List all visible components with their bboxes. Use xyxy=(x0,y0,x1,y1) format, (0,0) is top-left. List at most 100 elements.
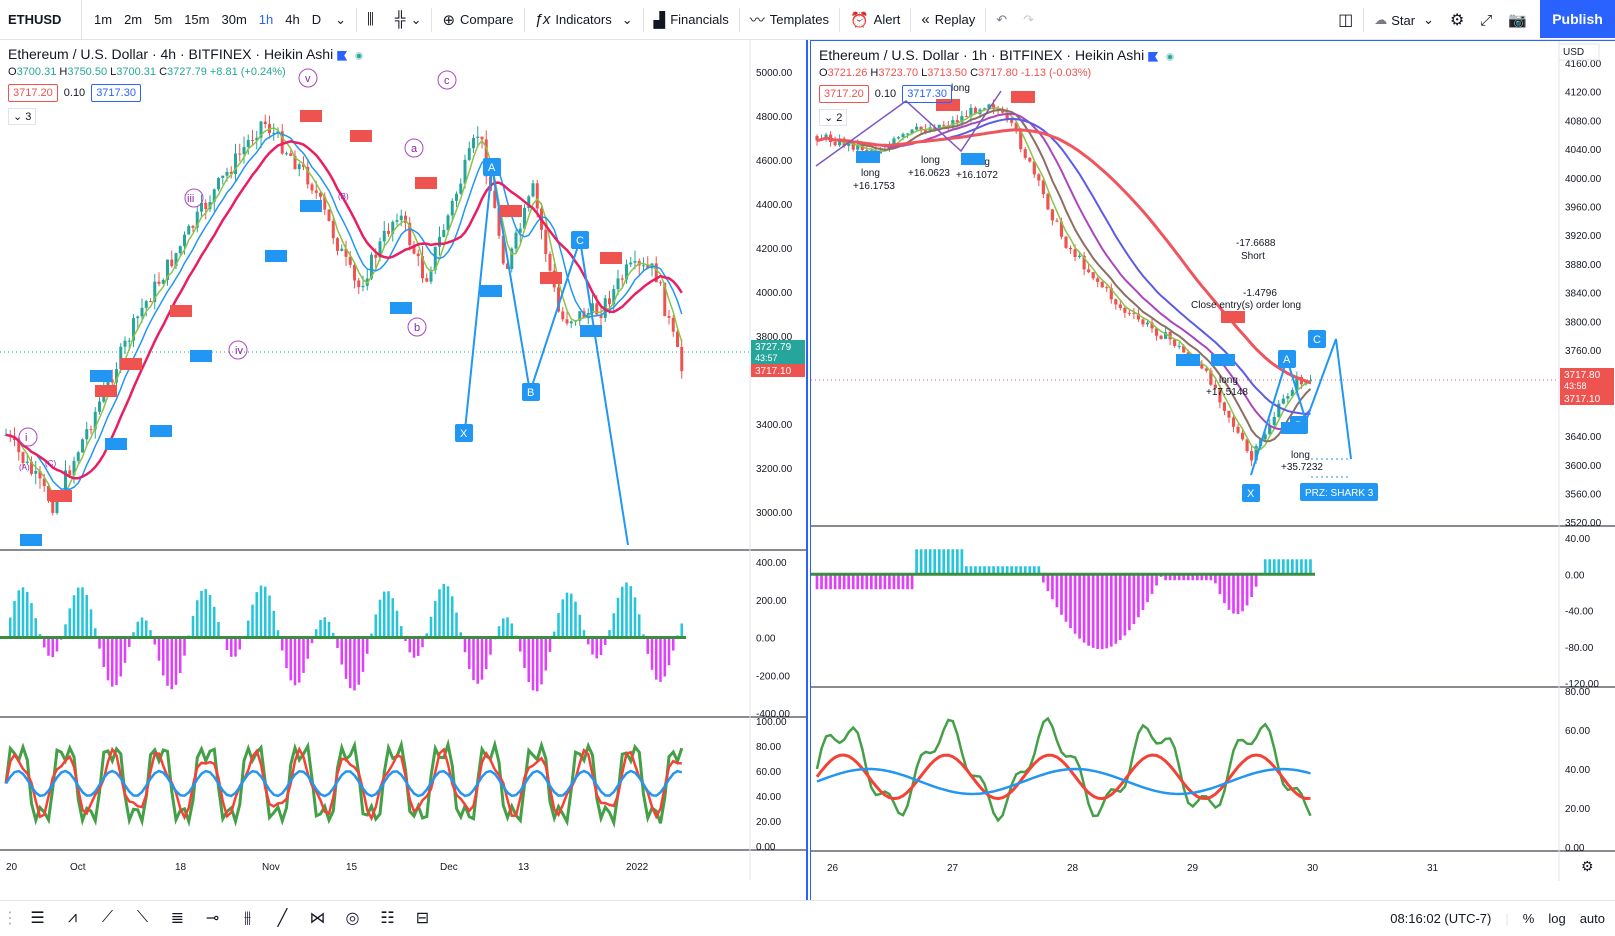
candle-style-button[interactable]: ╬ ⌄ xyxy=(394,11,422,28)
candle xyxy=(336,238,339,251)
settings-button[interactable]: ⚙ xyxy=(1442,0,1472,40)
candle xyxy=(374,254,378,258)
candle xyxy=(905,133,910,135)
price-tick: 4000.00 xyxy=(756,288,793,299)
candle xyxy=(221,175,225,179)
undo-button[interactable]: ↶ xyxy=(988,0,1015,40)
flag-icon[interactable] xyxy=(337,50,348,61)
star-label: Star xyxy=(1391,12,1416,28)
pitchfork-icon[interactable]: ⫵ xyxy=(243,909,252,926)
interval-1m[interactable]: 1m xyxy=(94,12,113,27)
ask-price-button[interactable]: 3717.30 xyxy=(902,85,952,103)
candle xyxy=(1141,319,1145,325)
last-price-label: 3727.79 xyxy=(755,342,792,353)
candle xyxy=(878,150,882,154)
candle xyxy=(595,303,599,315)
levels-icon[interactable]: ☷ xyxy=(380,910,395,927)
templates-button[interactable]: 〰 Templates xyxy=(742,0,837,40)
pattern-point-badge xyxy=(522,383,540,401)
indicators-collapse-button[interactable]: ⌄ 2 xyxy=(819,109,848,126)
replay-button[interactable]: « Replay xyxy=(913,0,983,40)
candle xyxy=(523,208,526,229)
interval-D[interactable]: D xyxy=(311,12,322,27)
clock[interactable]: 08:16:02 (UTC-7) xyxy=(1390,911,1492,926)
auto-toggle[interactable]: auto xyxy=(1579,911,1605,926)
pattern-icon[interactable]: ⋈ xyxy=(309,910,326,927)
candle xyxy=(1118,304,1122,308)
candle xyxy=(924,129,928,132)
symbol-search[interactable]: ETHUSD xyxy=(0,0,82,40)
candle xyxy=(1222,402,1227,411)
candle xyxy=(263,121,267,125)
log-toggle[interactable]: log xyxy=(1548,911,1566,926)
interval-15m[interactable]: 15m xyxy=(184,12,210,27)
separator xyxy=(738,7,740,32)
compare-button[interactable]: ⊕ Compare xyxy=(434,0,521,40)
candle xyxy=(344,248,348,257)
candle xyxy=(149,301,152,303)
buy-marker xyxy=(856,151,880,163)
indicators-button[interactable]: ƒx Indicators ⌄ xyxy=(534,11,633,28)
wave-label: b xyxy=(414,322,420,334)
candle xyxy=(455,193,458,201)
candle xyxy=(856,144,860,150)
fullscreen-button[interactable]: ⤢ xyxy=(1472,0,1500,40)
layout-button[interactable]: ◫ xyxy=(1330,0,1361,40)
dots-handle-icon[interactable]: ⋮ xyxy=(2,910,18,927)
time-tick: 20 xyxy=(6,862,18,873)
indicators-collapse-button[interactable]: ⌄ 3 xyxy=(8,108,37,125)
left-chart-pane[interactable]: 5000.00 4800.00 4600.00 4400.00 4200.00 4000.… xyxy=(0,40,808,900)
horizontal-ray-icon[interactable]: ⊸ xyxy=(205,910,220,927)
bar-style-button[interactable]: ⫼ xyxy=(359,0,387,40)
candle xyxy=(395,220,399,222)
right-chart-pane[interactable]: 4160.00 4120.00 4080.00 4040.00 4000.00 3960.… xyxy=(810,40,1615,900)
candle xyxy=(1245,439,1249,452)
right-chart-canvas[interactable]: 4160.00 4120.00 4080.00 4040.00 4000.00 3960.… xyxy=(811,41,1615,901)
interval-4h[interactable]: 4h xyxy=(285,12,300,27)
spiral-icon[interactable]: ◎ xyxy=(345,910,360,927)
candle xyxy=(1023,149,1027,158)
candle xyxy=(195,211,199,228)
bid-price-button[interactable]: 3717.20 xyxy=(819,85,869,103)
interval-2m[interactable]: 2m xyxy=(124,12,143,27)
line-icon[interactable]: ╱ xyxy=(277,910,288,927)
price-tick: 3800.00 xyxy=(756,332,793,343)
fib-icon[interactable]: ≣ xyxy=(170,910,185,927)
time-tick: Oct xyxy=(70,862,86,873)
elliott-wave-icon[interactable]: ⩘ xyxy=(67,909,78,926)
candle xyxy=(1050,209,1055,221)
redo-button[interactable]: ↷ xyxy=(1015,0,1042,40)
candle xyxy=(1091,272,1095,279)
candle xyxy=(217,178,220,190)
plus-circle-icon: ⊕ xyxy=(442,11,456,29)
bid-price-button[interactable]: 3717.20 xyxy=(8,84,58,102)
candle xyxy=(548,254,552,271)
candle xyxy=(599,314,603,318)
pattern-point-label: X xyxy=(460,428,468,440)
candle xyxy=(1105,287,1109,289)
star-button[interactable]: ☁ Star ⌄ xyxy=(1374,12,1434,28)
ask-price-button[interactable]: 3717.30 xyxy=(91,84,141,102)
trendline-icon[interactable]: ⟍ xyxy=(136,909,149,926)
snapshot-button[interactable]: 📷 xyxy=(1500,0,1535,40)
wave-count-icon[interactable]: ⟋ xyxy=(101,909,114,926)
price-tick: 3600.00 xyxy=(1565,461,1602,472)
publish-button[interactable]: Publish xyxy=(1540,0,1615,38)
interval-dropdown[interactable]: ⌄ xyxy=(335,11,347,27)
candle xyxy=(357,280,361,288)
interval-1h[interactable]: 1h xyxy=(258,12,274,27)
ma-green xyxy=(5,127,683,502)
menu-icon[interactable]: ☰ xyxy=(30,910,45,927)
percent-toggle[interactable]: % xyxy=(1522,911,1535,926)
candle xyxy=(1272,417,1276,426)
alert-button[interactable]: ⏰ Alert xyxy=(842,0,908,40)
left-chart-canvas[interactable]: 5000.00 4800.00 4600.00 4400.00 4200.00 4000.… xyxy=(0,40,806,900)
pattern-point-label: X xyxy=(1247,488,1255,500)
candle xyxy=(901,134,905,138)
rsi-tick: 60.00 xyxy=(756,767,781,778)
position-icon[interactable]: ⊟ xyxy=(415,910,430,927)
flag-icon[interactable] xyxy=(1148,51,1159,62)
financials-button[interactable]: ▟ Financials xyxy=(646,0,737,40)
interval-30m[interactable]: 30m xyxy=(221,12,247,27)
interval-5m[interactable]: 5m xyxy=(154,12,173,27)
